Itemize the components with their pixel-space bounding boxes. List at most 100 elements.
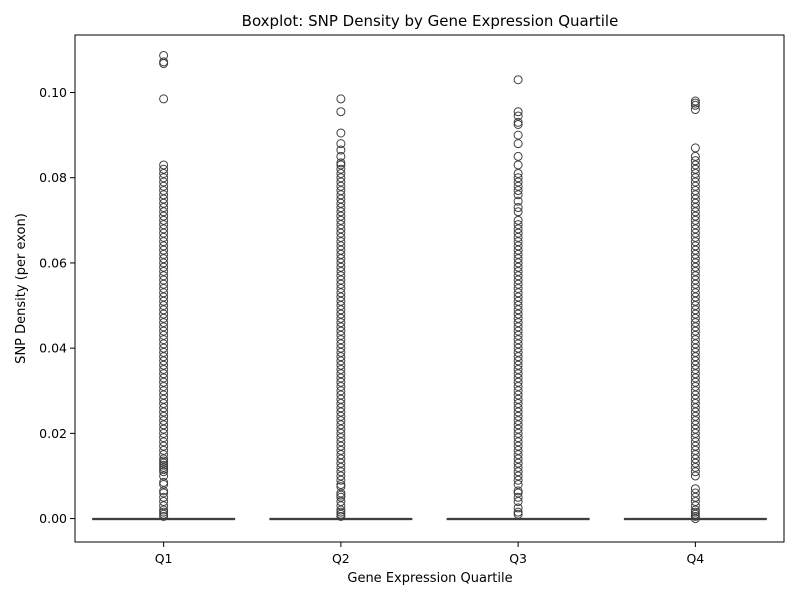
outlier-point <box>690 441 700 451</box>
outlier-point <box>513 475 523 485</box>
outlier-point <box>159 460 169 470</box>
outlier-point <box>690 373 700 383</box>
outlier-point <box>513 224 523 234</box>
outlier-point <box>159 501 169 511</box>
outlier-point <box>513 130 523 140</box>
outlier-point <box>513 249 523 259</box>
outlier-point <box>513 279 523 289</box>
outlier-point <box>159 168 169 178</box>
outlier-point <box>690 173 700 183</box>
outlier-point <box>336 479 346 489</box>
outlier-point <box>690 203 700 213</box>
outlier-point <box>513 220 523 230</box>
outlier-point <box>159 381 169 391</box>
outlier-point <box>690 313 700 323</box>
outlier-point <box>690 505 700 515</box>
outlier-point <box>159 262 169 272</box>
outlier-point <box>159 224 169 234</box>
outlier-point <box>336 181 346 191</box>
outlier-point <box>513 107 523 117</box>
outlier-point <box>690 433 700 443</box>
outlier-point <box>159 160 169 170</box>
outlier-point <box>513 403 523 413</box>
outlier-point <box>690 156 700 166</box>
outlier-point <box>159 59 169 69</box>
outlier-point <box>159 249 169 259</box>
outlier-point <box>513 369 523 379</box>
outlier-point <box>336 160 346 170</box>
outlier-point <box>690 271 700 281</box>
outlier-point <box>513 305 523 315</box>
outlier-point <box>513 228 523 238</box>
outlier-point <box>513 207 523 217</box>
outlier-point <box>513 471 523 481</box>
outlier-point <box>513 458 523 468</box>
outlier-point <box>690 168 700 178</box>
outlier-point <box>159 288 169 298</box>
outlier-point <box>159 505 169 515</box>
outlier-point <box>690 394 700 404</box>
outlier-point <box>159 284 169 293</box>
box-q2 <box>269 517 413 521</box>
outlier-point <box>513 497 523 507</box>
outlier-point <box>336 364 346 374</box>
outlier-point <box>336 356 346 366</box>
outlier-point <box>159 335 169 345</box>
outlier-point <box>336 198 346 208</box>
outlier-point <box>336 305 346 315</box>
outlier-point <box>513 288 523 298</box>
outlier-point <box>690 100 700 110</box>
outlier-point <box>513 381 523 391</box>
outlier-point <box>336 232 346 242</box>
outlier-point <box>690 467 700 477</box>
outlier-point <box>513 420 523 430</box>
outlier-point <box>690 254 700 264</box>
outlier-point <box>159 94 169 104</box>
outlier-point <box>336 228 346 238</box>
outlier-point <box>159 428 169 438</box>
outlier-point <box>336 347 346 357</box>
outlier-point <box>690 420 700 430</box>
outlier-point <box>159 301 169 311</box>
outlier-point <box>690 407 700 417</box>
outlier-point <box>159 441 169 451</box>
outlier-point <box>513 254 523 264</box>
outlier-point <box>159 450 169 460</box>
outlier-point <box>690 98 700 108</box>
outlier-point <box>159 254 169 264</box>
outlier-point <box>336 497 346 507</box>
outlier-point <box>336 245 346 255</box>
outlier-point <box>513 196 523 206</box>
outlier-point <box>336 318 346 328</box>
outlier-point <box>336 271 346 281</box>
outlier-point <box>690 288 700 298</box>
outlier-point <box>513 168 523 178</box>
outlier-point <box>690 484 700 494</box>
x-axis: Q1 Q2 Q3 Q4 <box>155 542 704 566</box>
outlier-point <box>159 275 169 285</box>
outlier-point <box>336 411 346 421</box>
outlier-point <box>513 271 523 281</box>
outlier-point <box>159 203 169 213</box>
outlier-point <box>513 507 523 517</box>
outlier-point <box>159 266 169 276</box>
outlier-point <box>513 479 523 489</box>
outlier-point <box>159 477 169 487</box>
outlier-point <box>690 160 700 170</box>
outlier-point <box>336 492 346 502</box>
outlier-point <box>513 428 523 438</box>
y-tick-label: 0.10 <box>39 85 67 100</box>
outlier-point <box>159 279 169 289</box>
outlier-point <box>513 203 523 213</box>
outlier-point <box>690 364 700 374</box>
outlier-point <box>513 275 523 285</box>
outlier-point <box>513 360 523 370</box>
outlier-point <box>159 420 169 430</box>
outlier-point <box>336 454 346 464</box>
outlier-point <box>159 339 169 349</box>
outlier-point <box>690 330 700 340</box>
outlier-point <box>336 309 346 319</box>
outlier-point <box>690 220 700 230</box>
outlier-point <box>690 190 700 200</box>
